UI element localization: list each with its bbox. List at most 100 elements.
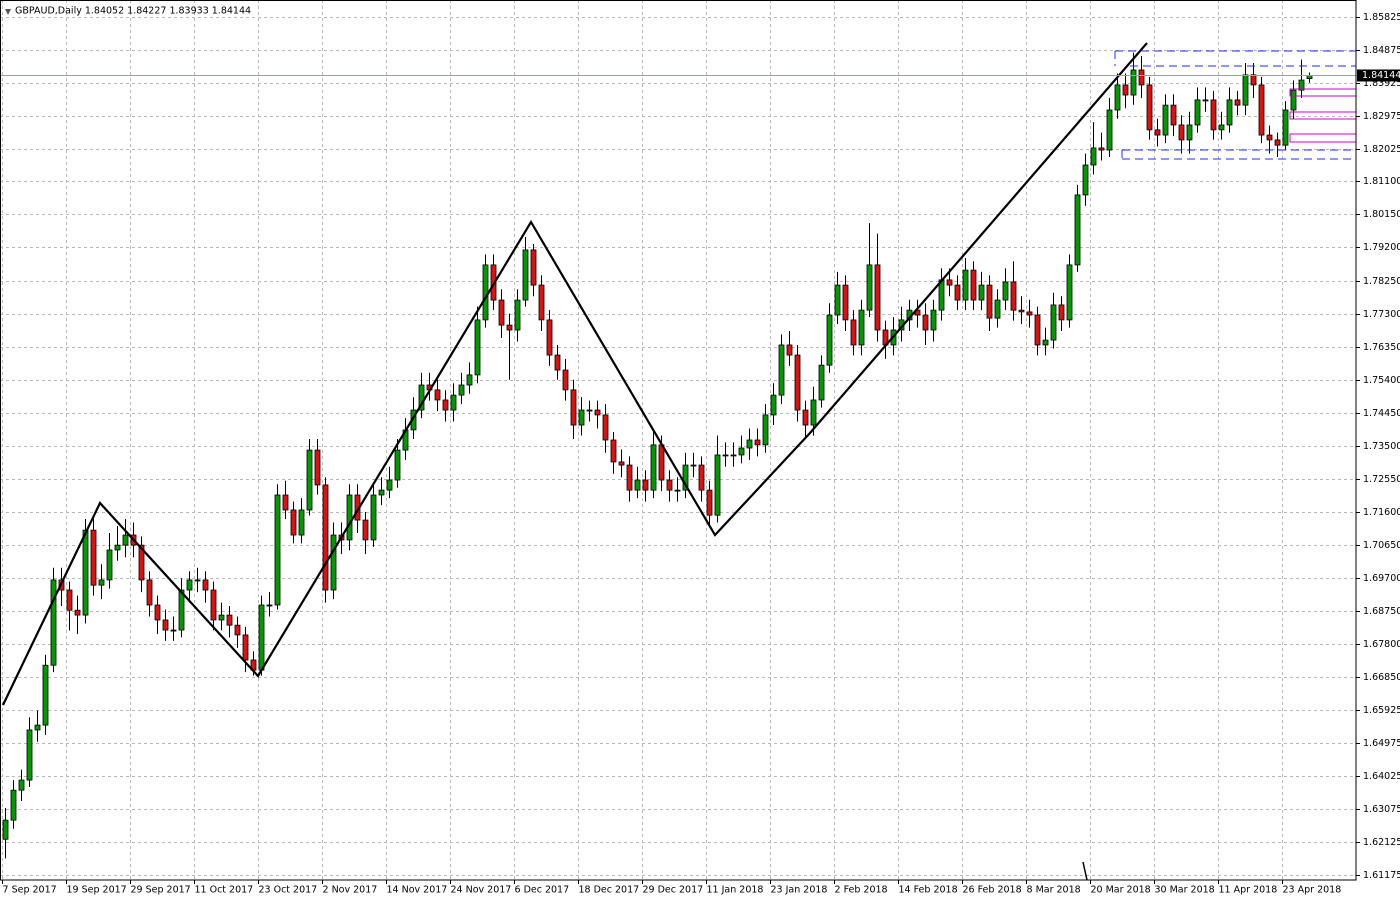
candle-body	[714, 454, 721, 516]
x-tick-label: 29 Dec 2017	[643, 885, 704, 896]
x-tick-label: 11 Oct 2017	[195, 885, 254, 896]
candle-body	[418, 384, 425, 411]
candle-body	[394, 449, 401, 481]
candle-body	[50, 579, 57, 666]
candle-body	[850, 319, 857, 346]
y-tick-label: 1.85825	[1363, 12, 1400, 23]
candle-body	[690, 464, 697, 467]
candle-body	[1002, 281, 1009, 301]
y-tick-label: 1.63075	[1363, 804, 1400, 815]
y-tick-label: 1.62125	[1363, 837, 1400, 848]
x-tick-label: 14 Feb 2018	[899, 885, 958, 896]
candle-body	[194, 579, 201, 582]
candle-body	[1186, 124, 1193, 141]
candle-body	[1018, 309, 1025, 313]
candle-body	[154, 604, 161, 621]
candle-body	[82, 529, 89, 616]
candle-body	[1210, 99, 1217, 131]
candle-body	[818, 364, 825, 401]
x-tick-label: 26 Feb 2018	[963, 885, 1022, 896]
candle-body	[994, 299, 1001, 319]
candle-body	[306, 449, 313, 511]
candle-body	[26, 729, 33, 781]
candle-body	[282, 494, 289, 511]
candle-body	[66, 589, 73, 611]
candle-body	[42, 664, 49, 726]
candle-body	[1098, 147, 1105, 151]
candle-body	[90, 529, 97, 586]
candle-body	[2, 819, 9, 840]
x-tick-label: 2 Nov 2017	[323, 885, 378, 896]
candle-body	[386, 479, 393, 491]
candle-body	[1090, 147, 1097, 166]
candle-body	[1234, 99, 1241, 106]
candle-body	[1266, 134, 1273, 141]
x-tick-label: 8 Mar 2018	[1027, 885, 1081, 896]
candle-body	[962, 269, 969, 301]
candle-body	[1154, 129, 1161, 136]
x-tick-label: 23 Apr 2018	[1283, 885, 1342, 896]
candle-body	[610, 439, 617, 463]
candle-body	[162, 619, 169, 631]
candle-body	[842, 284, 849, 321]
candle-body	[1082, 164, 1089, 196]
candle-body	[546, 319, 553, 356]
candle-body	[138, 544, 145, 581]
y-tick-label: 1.80150	[1363, 209, 1400, 220]
candle-body	[1162, 104, 1169, 136]
candle-body	[474, 319, 481, 376]
candle-body	[1106, 109, 1113, 151]
y-tick-label: 1.69700	[1363, 573, 1400, 584]
y-tick-label: 1.75400	[1363, 375, 1400, 386]
candle-body	[266, 604, 273, 607]
candle-body	[834, 284, 841, 316]
candle-body	[1202, 99, 1209, 102]
candle-body	[874, 264, 881, 331]
x-tick-label: 23 Oct 2017	[259, 885, 318, 896]
candle-body	[730, 454, 737, 457]
candle-body	[1274, 139, 1281, 146]
candle-body	[1250, 74, 1257, 86]
candle-body	[594, 409, 601, 416]
candle-body	[1130, 69, 1137, 96]
candle-body	[986, 284, 993, 319]
x-tick-label: 24 Nov 2017	[451, 885, 512, 896]
candle-body	[858, 309, 865, 346]
candle-body	[378, 489, 385, 496]
candle-body	[1242, 74, 1249, 106]
candle-body	[442, 399, 449, 411]
x-tick-label: 23 Jan 2018	[771, 885, 828, 896]
candle-body	[538, 284, 545, 321]
candle-body	[746, 439, 753, 449]
candle-body	[1138, 69, 1145, 86]
y-tick-label: 1.61175	[1363, 870, 1400, 881]
candle-body	[18, 779, 25, 791]
candle-body	[1218, 124, 1225, 131]
candle-body	[186, 579, 193, 591]
candle-body	[586, 409, 593, 412]
candle-body	[754, 439, 761, 446]
candle-body	[810, 399, 817, 426]
candle-body	[74, 609, 81, 616]
y-tick-label: 1.64975	[1363, 738, 1400, 749]
plot-frame	[0, 0, 1357, 881]
x-tick-label: 19 Sep 2017	[67, 885, 127, 896]
last-price-label: 1.84144	[1362, 70, 1400, 81]
y-tick-label: 1.79200	[1363, 242, 1400, 253]
x-tick-label: 20 Mar 2018	[1091, 885, 1151, 896]
y-tick-label: 1.83925	[1363, 78, 1400, 89]
candle-body	[34, 724, 41, 731]
candle-body	[674, 489, 681, 492]
candle-body	[618, 461, 625, 466]
candle-body	[1034, 314, 1041, 346]
y-tick-label: 1.64025	[1363, 771, 1400, 782]
candle-body	[682, 464, 689, 491]
candles	[2, 52, 1313, 859]
y-tick-label: 1.77300	[1363, 309, 1400, 320]
x-tick-label: 2 Feb 2018	[835, 885, 888, 896]
candle-body	[1178, 124, 1185, 141]
candle-body	[434, 389, 441, 401]
chart-title: GBPAUD,Daily 1.84052 1.84227 1.83933 1.8…	[15, 6, 251, 17]
candle-body	[234, 624, 241, 636]
candle-body	[762, 414, 769, 446]
